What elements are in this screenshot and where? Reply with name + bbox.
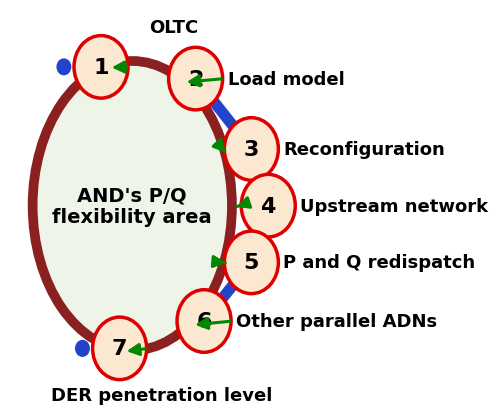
Text: 2: 2 <box>188 70 204 90</box>
Text: AND's P/Q
flexibility area: AND's P/Q flexibility area <box>52 186 212 227</box>
Circle shape <box>57 60 70 76</box>
Text: Other parallel ADNs: Other parallel ADNs <box>236 312 438 330</box>
Text: 1: 1 <box>94 58 109 78</box>
Text: Load model: Load model <box>228 70 344 88</box>
Text: 5: 5 <box>244 253 259 273</box>
Text: P and Q redispatch: P and Q redispatch <box>284 254 476 272</box>
Circle shape <box>224 118 278 181</box>
Circle shape <box>177 290 231 353</box>
Text: 7: 7 <box>112 339 128 359</box>
Text: 3: 3 <box>244 139 259 160</box>
Text: Reconfiguration: Reconfiguration <box>284 141 445 159</box>
Circle shape <box>92 317 146 380</box>
Ellipse shape <box>32 62 232 351</box>
Circle shape <box>74 36 128 99</box>
Circle shape <box>76 341 89 356</box>
Text: DER penetration level: DER penetration level <box>51 387 272 405</box>
Circle shape <box>168 48 222 110</box>
Text: OLTC: OLTC <box>149 19 198 37</box>
Circle shape <box>241 175 296 237</box>
Text: 6: 6 <box>196 311 212 331</box>
Text: Upstream network: Upstream network <box>300 197 488 215</box>
Text: 4: 4 <box>260 196 276 216</box>
Circle shape <box>224 231 278 294</box>
